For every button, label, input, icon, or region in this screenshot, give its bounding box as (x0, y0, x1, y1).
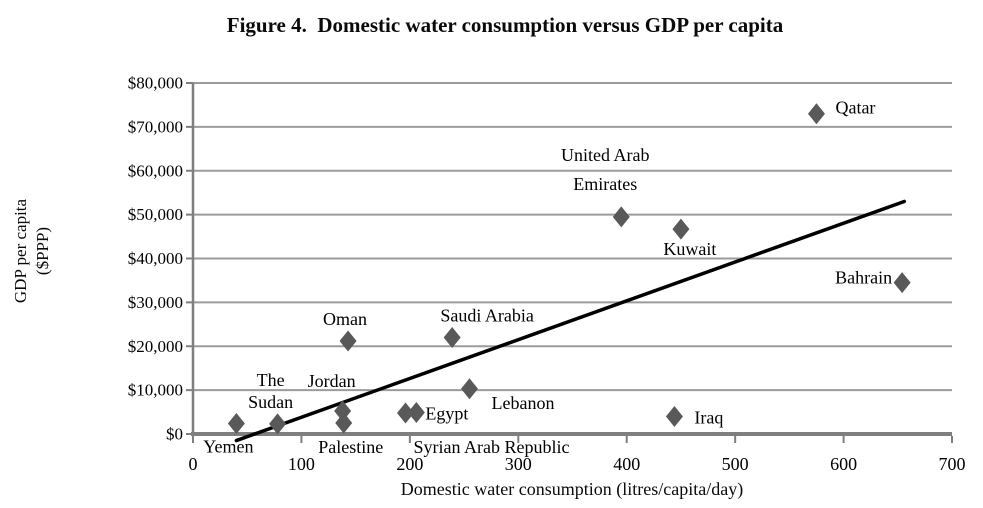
y-tick-label-10000: $10,000 (128, 381, 183, 400)
x-tick-label-0: 0 (189, 454, 198, 474)
chart-title: Figure 4. Domestic water consumption ver… (226, 13, 784, 37)
x-tick-label-200: 200 (396, 454, 423, 474)
y-tick-label-30000: $30,000 (128, 293, 183, 312)
y-tick-label-0: $0 (166, 425, 183, 444)
data-label-qatar: Qatar (835, 98, 875, 118)
data-label-the-sudan: The Sudan (248, 370, 293, 412)
x-tick-label-300: 300 (505, 454, 532, 474)
data-label-oman: Oman (323, 309, 367, 329)
data-point-qatar (807, 103, 825, 125)
data-label-bahrain: Bahrain (835, 268, 892, 288)
data-point-lebanon (460, 378, 478, 400)
data-label-yemen: Yemen (203, 436, 253, 456)
data-point-iraq (665, 405, 683, 427)
data-point-egypt (407, 402, 425, 424)
data-point-yemen (227, 412, 245, 434)
y-tick-label-60000: $60,000 (128, 161, 183, 180)
data-label-kuwait: Kuwait (663, 239, 716, 259)
y-tick-label-80000: $80,000 (128, 74, 183, 93)
data-point-palestine (335, 412, 353, 434)
y-tick-label-70000: $70,000 (128, 117, 183, 136)
data-point-kuwait (672, 218, 690, 240)
data-label-united-arab-emirates: United Arab Emirates (561, 145, 649, 194)
data-label-syrian-arab-republic: Syrian Arab Republic (414, 437, 570, 457)
y-tick-label-20000: $20,000 (128, 337, 183, 356)
data-label-jordan: Jordan (308, 371, 356, 391)
data-point-bahrain (893, 272, 911, 294)
data-point-oman (339, 330, 357, 352)
x-tick-label-700: 700 (939, 454, 966, 474)
trendline (234, 199, 907, 443)
x-axis-title: Domestic water consumption (litres/capit… (400, 479, 744, 499)
data-label-egypt: Egypt (425, 404, 468, 424)
x-tick-label-100: 100 (288, 454, 315, 474)
data-label-lebanon: Lebanon (491, 393, 554, 413)
x-tick-label-600: 600 (830, 454, 857, 474)
data-point-syrian-arab-republic (397, 402, 415, 424)
data-label-iraq: Iraq (694, 407, 723, 427)
data-point-the-sudan (269, 413, 287, 435)
data-point-saudi-arabia (443, 326, 461, 348)
y-tick-label-40000: $40,000 (128, 249, 183, 268)
data-point-jordan (334, 400, 352, 422)
data-point-united-arab-emirates (612, 206, 630, 228)
data-label-saudi-arabia: Saudi Arabia (440, 305, 533, 325)
x-tick-label-500: 500 (722, 454, 749, 474)
x-tick-label-400: 400 (613, 454, 640, 474)
y-tick-label-50000: $50,000 (128, 205, 183, 224)
data-label-palestine: Palestine (318, 437, 383, 457)
